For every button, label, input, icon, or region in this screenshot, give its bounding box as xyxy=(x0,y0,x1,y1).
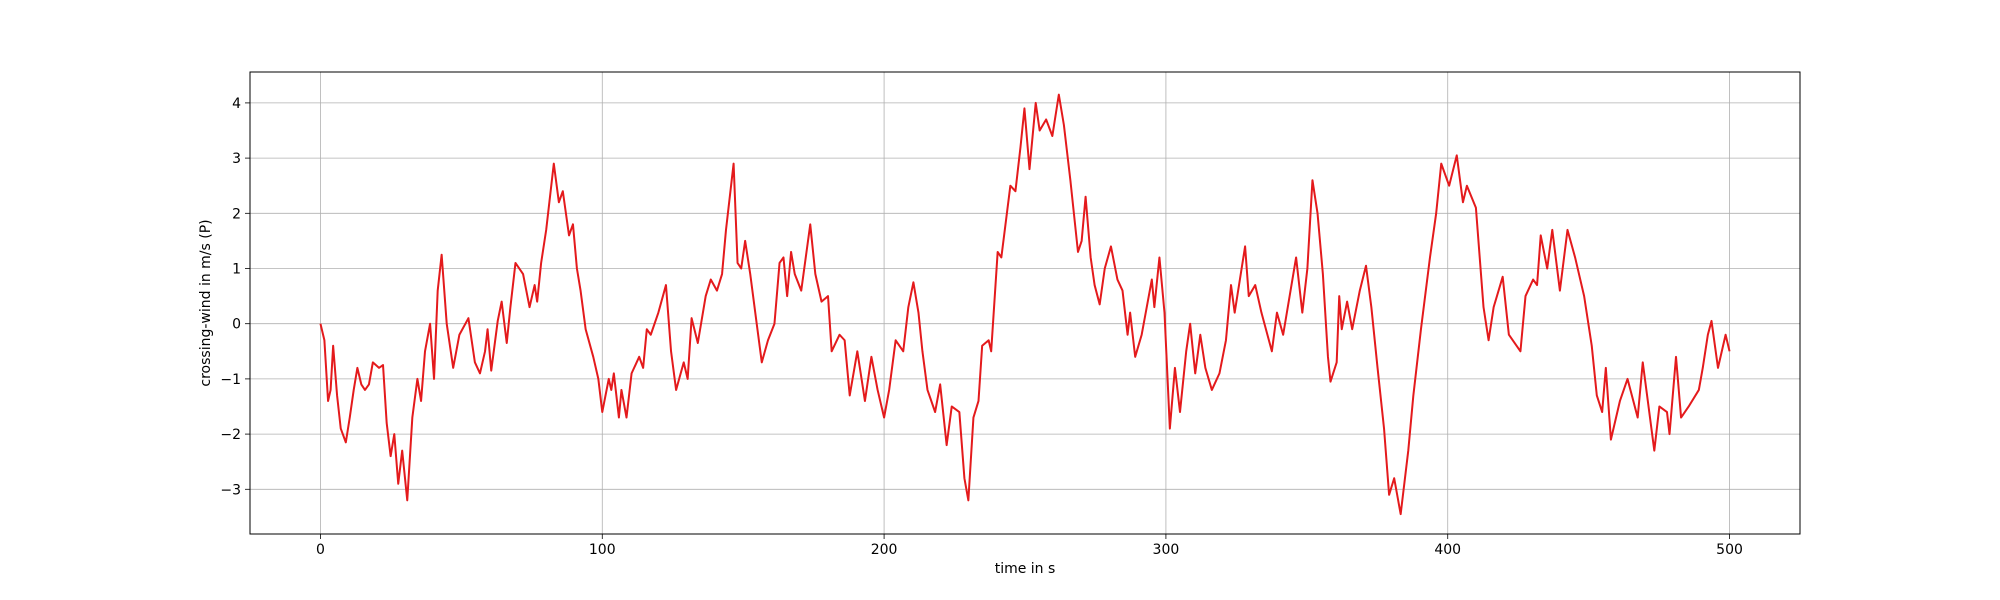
x-axis-label: time in s xyxy=(995,561,1056,577)
y-tick-label: 1 xyxy=(232,262,241,278)
y-tick-label: 4 xyxy=(232,96,241,112)
x-tick-label: 300 xyxy=(1153,542,1180,558)
x-tick-label: 400 xyxy=(1434,542,1461,558)
y-tick-label: 0 xyxy=(232,317,241,333)
x-tick-label: 500 xyxy=(1716,542,1743,558)
y-tick-label: −3 xyxy=(220,482,241,498)
y-tick-label: −2 xyxy=(220,427,241,443)
y-tick-label: 3 xyxy=(232,151,241,167)
plot-frame xyxy=(249,71,1801,535)
x-tick-label: 0 xyxy=(316,542,325,558)
x-tick-label: 100 xyxy=(589,542,616,558)
data-line xyxy=(319,93,1731,516)
y-tick-label: −1 xyxy=(220,372,241,388)
x-tick-label: 200 xyxy=(871,542,898,558)
y-tick-label: 2 xyxy=(232,206,241,222)
y-axis-label: crossing-wind in m/s (P) xyxy=(198,219,214,386)
